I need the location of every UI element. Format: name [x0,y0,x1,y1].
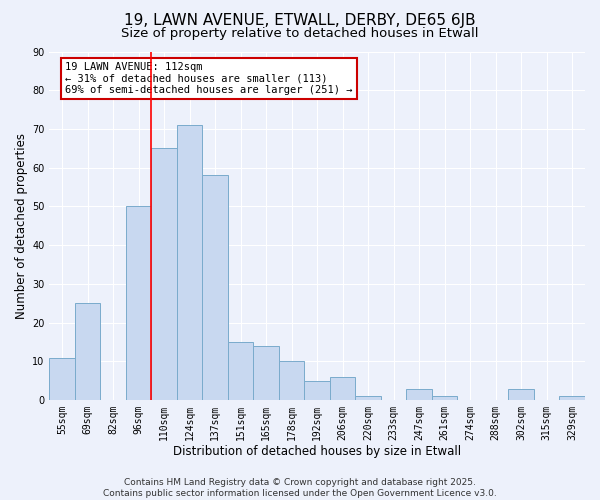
Bar [126,206,151,400]
Bar [228,342,253,400]
X-axis label: Distribution of detached houses by size in Etwall: Distribution of detached houses by size … [173,444,461,458]
Bar [177,125,202,400]
Bar [49,358,75,400]
Bar [202,176,228,400]
Text: Size of property relative to detached houses in Etwall: Size of property relative to detached ho… [121,28,479,40]
Bar [508,388,534,400]
Y-axis label: Number of detached properties: Number of detached properties [15,133,28,319]
Bar [355,396,381,400]
Bar [279,362,304,400]
Bar [330,377,355,400]
Bar [559,396,585,400]
Text: Contains HM Land Registry data © Crown copyright and database right 2025.
Contai: Contains HM Land Registry data © Crown c… [103,478,497,498]
Text: 19 LAWN AVENUE: 112sqm
← 31% of detached houses are smaller (113)
69% of semi-de: 19 LAWN AVENUE: 112sqm ← 31% of detached… [65,62,353,95]
Bar [75,304,100,400]
Bar [406,388,432,400]
Bar [304,381,330,400]
Bar [151,148,177,400]
Bar [432,396,457,400]
Bar [253,346,279,400]
Text: 19, LAWN AVENUE, ETWALL, DERBY, DE65 6JB: 19, LAWN AVENUE, ETWALL, DERBY, DE65 6JB [124,12,476,28]
